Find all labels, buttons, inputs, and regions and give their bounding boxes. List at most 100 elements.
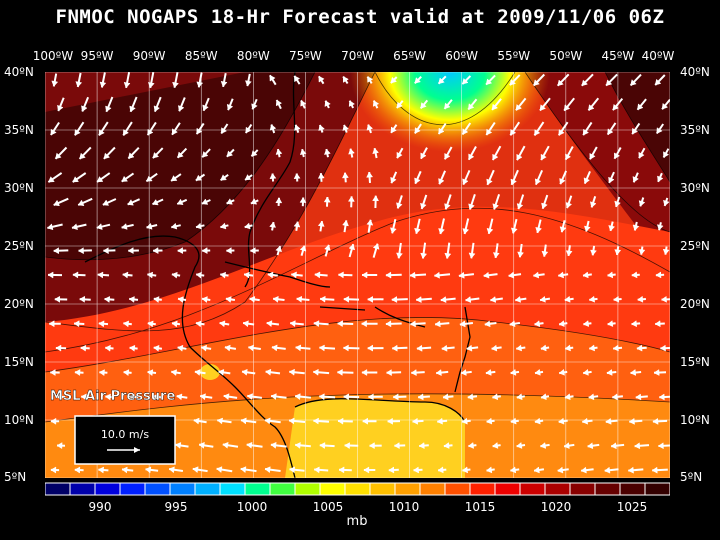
legend-swatch bbox=[394, 482, 421, 496]
wind-vector-head bbox=[516, 203, 524, 210]
wind-vector-head bbox=[420, 252, 428, 259]
legend-swatch bbox=[644, 482, 670, 496]
wind-vector-head bbox=[342, 124, 349, 131]
lon-label: 80ºW bbox=[236, 49, 270, 63]
map-title: FNMOC NOGAPS 18-Hr Forecast valid at 200… bbox=[55, 6, 665, 28]
wind-vector-head bbox=[202, 104, 209, 112]
wind-vector-head bbox=[72, 176, 79, 183]
legend-tick-label: 1000 bbox=[236, 500, 268, 514]
wind-vector-head bbox=[266, 320, 273, 328]
wind-vector-head bbox=[314, 271, 321, 279]
wind-vector-head bbox=[362, 417, 368, 425]
wind-vector-head bbox=[605, 79, 613, 86]
wind-vector-head bbox=[269, 124, 277, 131]
wind-vector-head bbox=[414, 227, 421, 235]
wind-vector-head bbox=[55, 344, 62, 352]
wind-vector-head bbox=[123, 129, 129, 136]
wind-vector-head bbox=[663, 151, 670, 158]
wind-vector-head bbox=[74, 129, 81, 136]
overlay-label: MSL Air Pressure bbox=[50, 389, 175, 404]
lat-label-left: 20ºN bbox=[4, 297, 34, 311]
wind-vector-head bbox=[56, 393, 63, 401]
legend-swatch bbox=[169, 482, 196, 496]
wind-vector-head bbox=[53, 199, 60, 207]
wind-vector-head bbox=[99, 81, 107, 88]
wind-vector-head bbox=[290, 271, 297, 279]
legend-tick-label: 1020 bbox=[540, 500, 572, 514]
wind-vector-head bbox=[97, 271, 104, 279]
legend-swatch bbox=[519, 482, 546, 496]
wind-vector-head bbox=[396, 202, 403, 209]
legend-tick-label: 995 bbox=[164, 500, 188, 514]
wind-vector-head bbox=[102, 199, 110, 206]
wind-vector-head bbox=[491, 344, 498, 352]
wind-vector-head bbox=[147, 128, 154, 136]
wind-vector-head bbox=[483, 271, 490, 279]
wind-vector-head bbox=[442, 393, 449, 401]
wind-vector-head bbox=[582, 271, 589, 279]
wind-vector-head bbox=[96, 176, 104, 183]
wind-vector-head bbox=[153, 344, 160, 352]
wind-vector-head bbox=[269, 173, 277, 179]
wind-vector-head bbox=[420, 202, 427, 210]
wind-vector-head bbox=[201, 198, 209, 205]
wind-vector-head bbox=[418, 442, 425, 450]
wind-vector-head bbox=[510, 417, 517, 425]
wind-vector-head bbox=[343, 295, 350, 303]
wind-vector-head bbox=[541, 202, 548, 210]
wind-vector-head bbox=[559, 178, 566, 185]
wind-vector-head bbox=[317, 172, 325, 179]
wind-vector-head bbox=[54, 295, 61, 303]
high-pressure-west-core bbox=[45, 72, 315, 260]
lat-label-right: 30ºN bbox=[680, 181, 710, 195]
wind-vector-head bbox=[127, 247, 134, 255]
wind-vector-head bbox=[171, 320, 178, 328]
wind-vector-head bbox=[347, 195, 355, 202]
lon-label: 90ºW bbox=[132, 49, 166, 63]
south-america-low bbox=[285, 398, 465, 478]
wind-vector-head bbox=[275, 148, 283, 155]
wind-vector-head bbox=[245, 80, 252, 87]
legend-swatch bbox=[219, 482, 246, 496]
wind-vector-head bbox=[515, 344, 523, 352]
wind-vector-head bbox=[412, 417, 418, 425]
wind-vector-head bbox=[557, 79, 564, 87]
wind-vector-head bbox=[249, 295, 256, 303]
wind-vector-head bbox=[241, 368, 248, 376]
wind-vector-head bbox=[129, 344, 136, 352]
legend-swatch bbox=[569, 482, 596, 496]
wind-vector-head bbox=[80, 393, 87, 401]
wind-vector-head bbox=[56, 442, 63, 450]
legend-swatch bbox=[244, 482, 271, 496]
wind-vector-head bbox=[122, 320, 129, 328]
legend-tick-label: 1005 bbox=[312, 500, 344, 514]
wind-vector-head bbox=[435, 369, 442, 377]
wind-vector-head bbox=[539, 104, 547, 111]
wind-vector-head bbox=[610, 442, 617, 450]
wind-vector-head bbox=[104, 295, 111, 303]
lat-label-left: 5ºN bbox=[4, 470, 27, 484]
wind-vector-head bbox=[201, 151, 209, 158]
lon-label: 70ºW bbox=[341, 49, 374, 63]
wind-vector-head bbox=[288, 368, 295, 376]
legend-swatch bbox=[594, 482, 621, 496]
wind-vector-head bbox=[433, 271, 440, 279]
wind-vector-head bbox=[269, 221, 276, 228]
wind-vector-head bbox=[588, 295, 596, 303]
wind-vector-head bbox=[337, 271, 344, 279]
wind-vector-head bbox=[221, 127, 228, 134]
wind-vector-head bbox=[414, 77, 421, 84]
wind-vector-head bbox=[343, 393, 350, 401]
wind-vector-head bbox=[468, 203, 475, 210]
wind-vector-head bbox=[244, 222, 251, 230]
wind-vector-head bbox=[517, 251, 524, 258]
wind-vector-head bbox=[654, 320, 661, 328]
wind-vector-head bbox=[123, 369, 130, 377]
wind-vector-head bbox=[50, 417, 57, 425]
wind-vector-head bbox=[638, 151, 645, 159]
legend-swatch bbox=[94, 482, 121, 496]
wind-vector-head bbox=[581, 79, 588, 87]
wind-vector-head bbox=[417, 393, 424, 401]
wind-vector-head bbox=[565, 153, 572, 161]
wind-vector-head bbox=[97, 466, 104, 474]
